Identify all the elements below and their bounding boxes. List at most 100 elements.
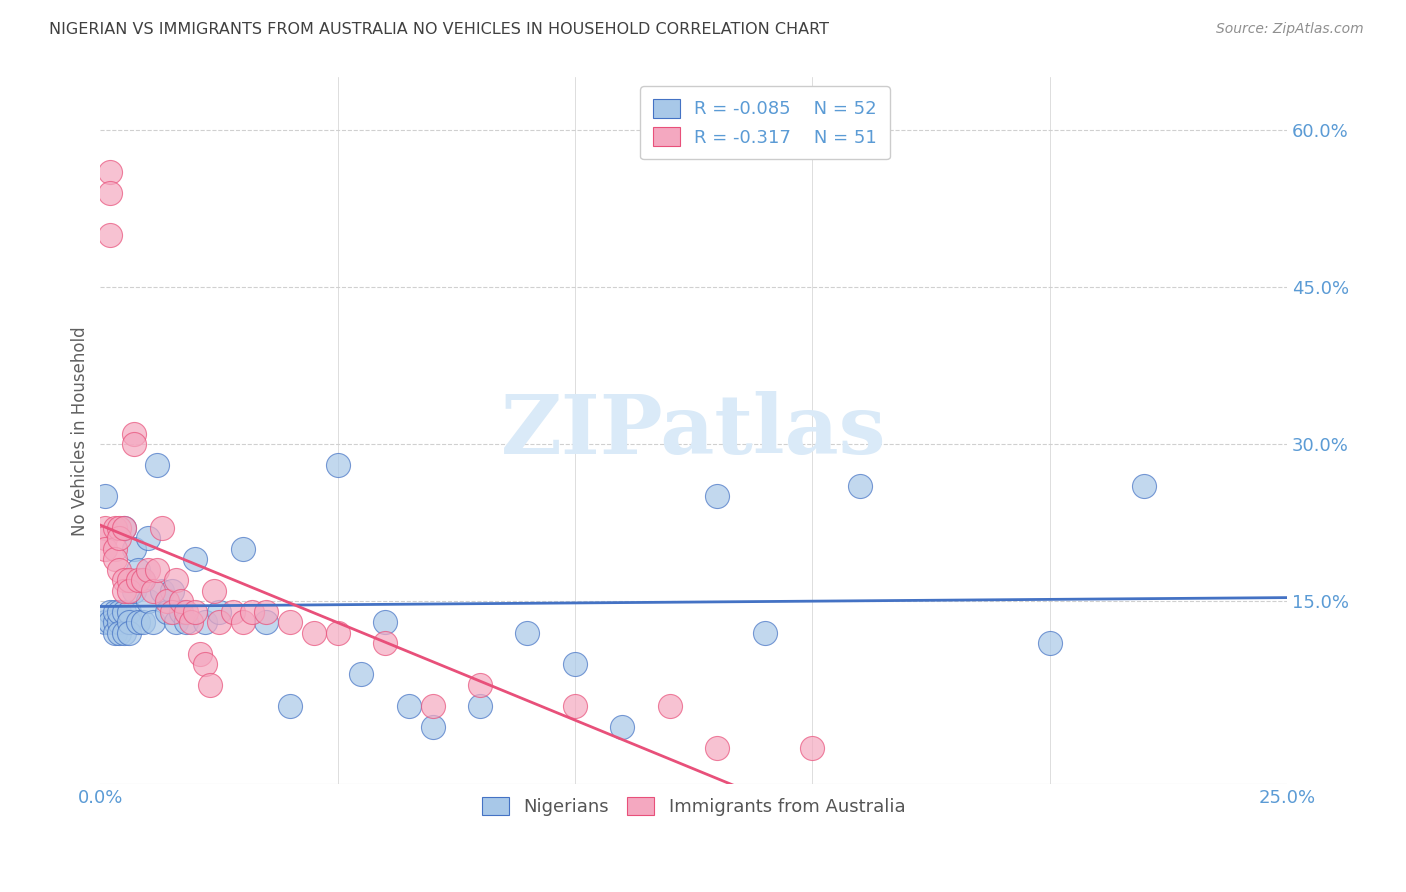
Point	[122, 437, 145, 451]
Point	[98, 186, 121, 200]
Point	[516, 625, 538, 640]
Point	[108, 625, 131, 640]
Point	[422, 698, 444, 713]
Point	[112, 583, 135, 598]
Point	[112, 573, 135, 587]
Point	[146, 458, 169, 472]
Point	[103, 541, 125, 556]
Point	[112, 521, 135, 535]
Point	[108, 563, 131, 577]
Point	[180, 615, 202, 629]
Point	[194, 615, 217, 629]
Point	[112, 625, 135, 640]
Point	[170, 605, 193, 619]
Point	[240, 605, 263, 619]
Point	[94, 521, 117, 535]
Point	[256, 615, 278, 629]
Point	[374, 636, 396, 650]
Point	[108, 605, 131, 619]
Point	[146, 563, 169, 577]
Point	[801, 740, 824, 755]
Text: NIGERIAN VS IMMIGRANTS FROM AUSTRALIA NO VEHICLES IN HOUSEHOLD CORRELATION CHART: NIGERIAN VS IMMIGRANTS FROM AUSTRALIA NO…	[49, 22, 830, 37]
Point	[350, 667, 373, 681]
Point	[98, 164, 121, 178]
Point	[122, 541, 145, 556]
Point	[98, 605, 121, 619]
Point	[127, 573, 149, 587]
Point	[170, 594, 193, 608]
Point	[222, 605, 245, 619]
Point	[103, 605, 125, 619]
Point	[122, 426, 145, 441]
Point	[108, 521, 131, 535]
Point	[118, 583, 141, 598]
Point	[132, 573, 155, 587]
Point	[103, 615, 125, 629]
Point	[302, 625, 325, 640]
Point	[256, 605, 278, 619]
Y-axis label: No Vehicles in Household: No Vehicles in Household	[72, 326, 89, 536]
Point	[142, 615, 165, 629]
Point	[612, 720, 634, 734]
Point	[232, 541, 254, 556]
Point	[98, 227, 121, 242]
Point	[108, 615, 131, 629]
Point	[706, 740, 728, 755]
Point	[98, 615, 121, 629]
Point	[706, 489, 728, 503]
Point	[118, 615, 141, 629]
Point	[754, 625, 776, 640]
Point	[184, 605, 207, 619]
Point	[94, 615, 117, 629]
Point	[1038, 636, 1060, 650]
Point	[118, 605, 141, 619]
Point	[94, 541, 117, 556]
Point	[136, 594, 159, 608]
Point	[398, 698, 420, 713]
Point	[848, 479, 870, 493]
Point	[326, 458, 349, 472]
Point	[103, 521, 125, 535]
Point	[278, 615, 301, 629]
Point	[326, 625, 349, 640]
Point	[132, 573, 155, 587]
Point	[468, 678, 491, 692]
Point	[564, 657, 586, 671]
Point	[202, 583, 225, 598]
Point	[118, 625, 141, 640]
Point	[165, 573, 187, 587]
Point	[136, 531, 159, 545]
Point	[174, 605, 197, 619]
Point	[278, 698, 301, 713]
Point	[160, 605, 183, 619]
Point	[127, 615, 149, 629]
Point	[468, 698, 491, 713]
Point	[150, 583, 173, 598]
Point	[174, 615, 197, 629]
Point	[118, 573, 141, 587]
Point	[142, 583, 165, 598]
Point	[103, 552, 125, 566]
Point	[374, 615, 396, 629]
Point	[150, 521, 173, 535]
Point	[94, 531, 117, 545]
Point	[112, 605, 135, 619]
Point	[194, 657, 217, 671]
Point	[108, 531, 131, 545]
Point	[198, 678, 221, 692]
Point	[122, 583, 145, 598]
Point	[127, 563, 149, 577]
Point	[156, 594, 179, 608]
Point	[132, 615, 155, 629]
Point	[156, 605, 179, 619]
Text: Source: ZipAtlas.com: Source: ZipAtlas.com	[1216, 22, 1364, 37]
Point	[564, 698, 586, 713]
Point	[208, 615, 231, 629]
Point	[658, 698, 681, 713]
Legend: Nigerians, Immigrants from Australia: Nigerians, Immigrants from Australia	[472, 788, 914, 825]
Point	[112, 521, 135, 535]
Point	[160, 583, 183, 598]
Point	[422, 720, 444, 734]
Point	[188, 647, 211, 661]
Point	[232, 615, 254, 629]
